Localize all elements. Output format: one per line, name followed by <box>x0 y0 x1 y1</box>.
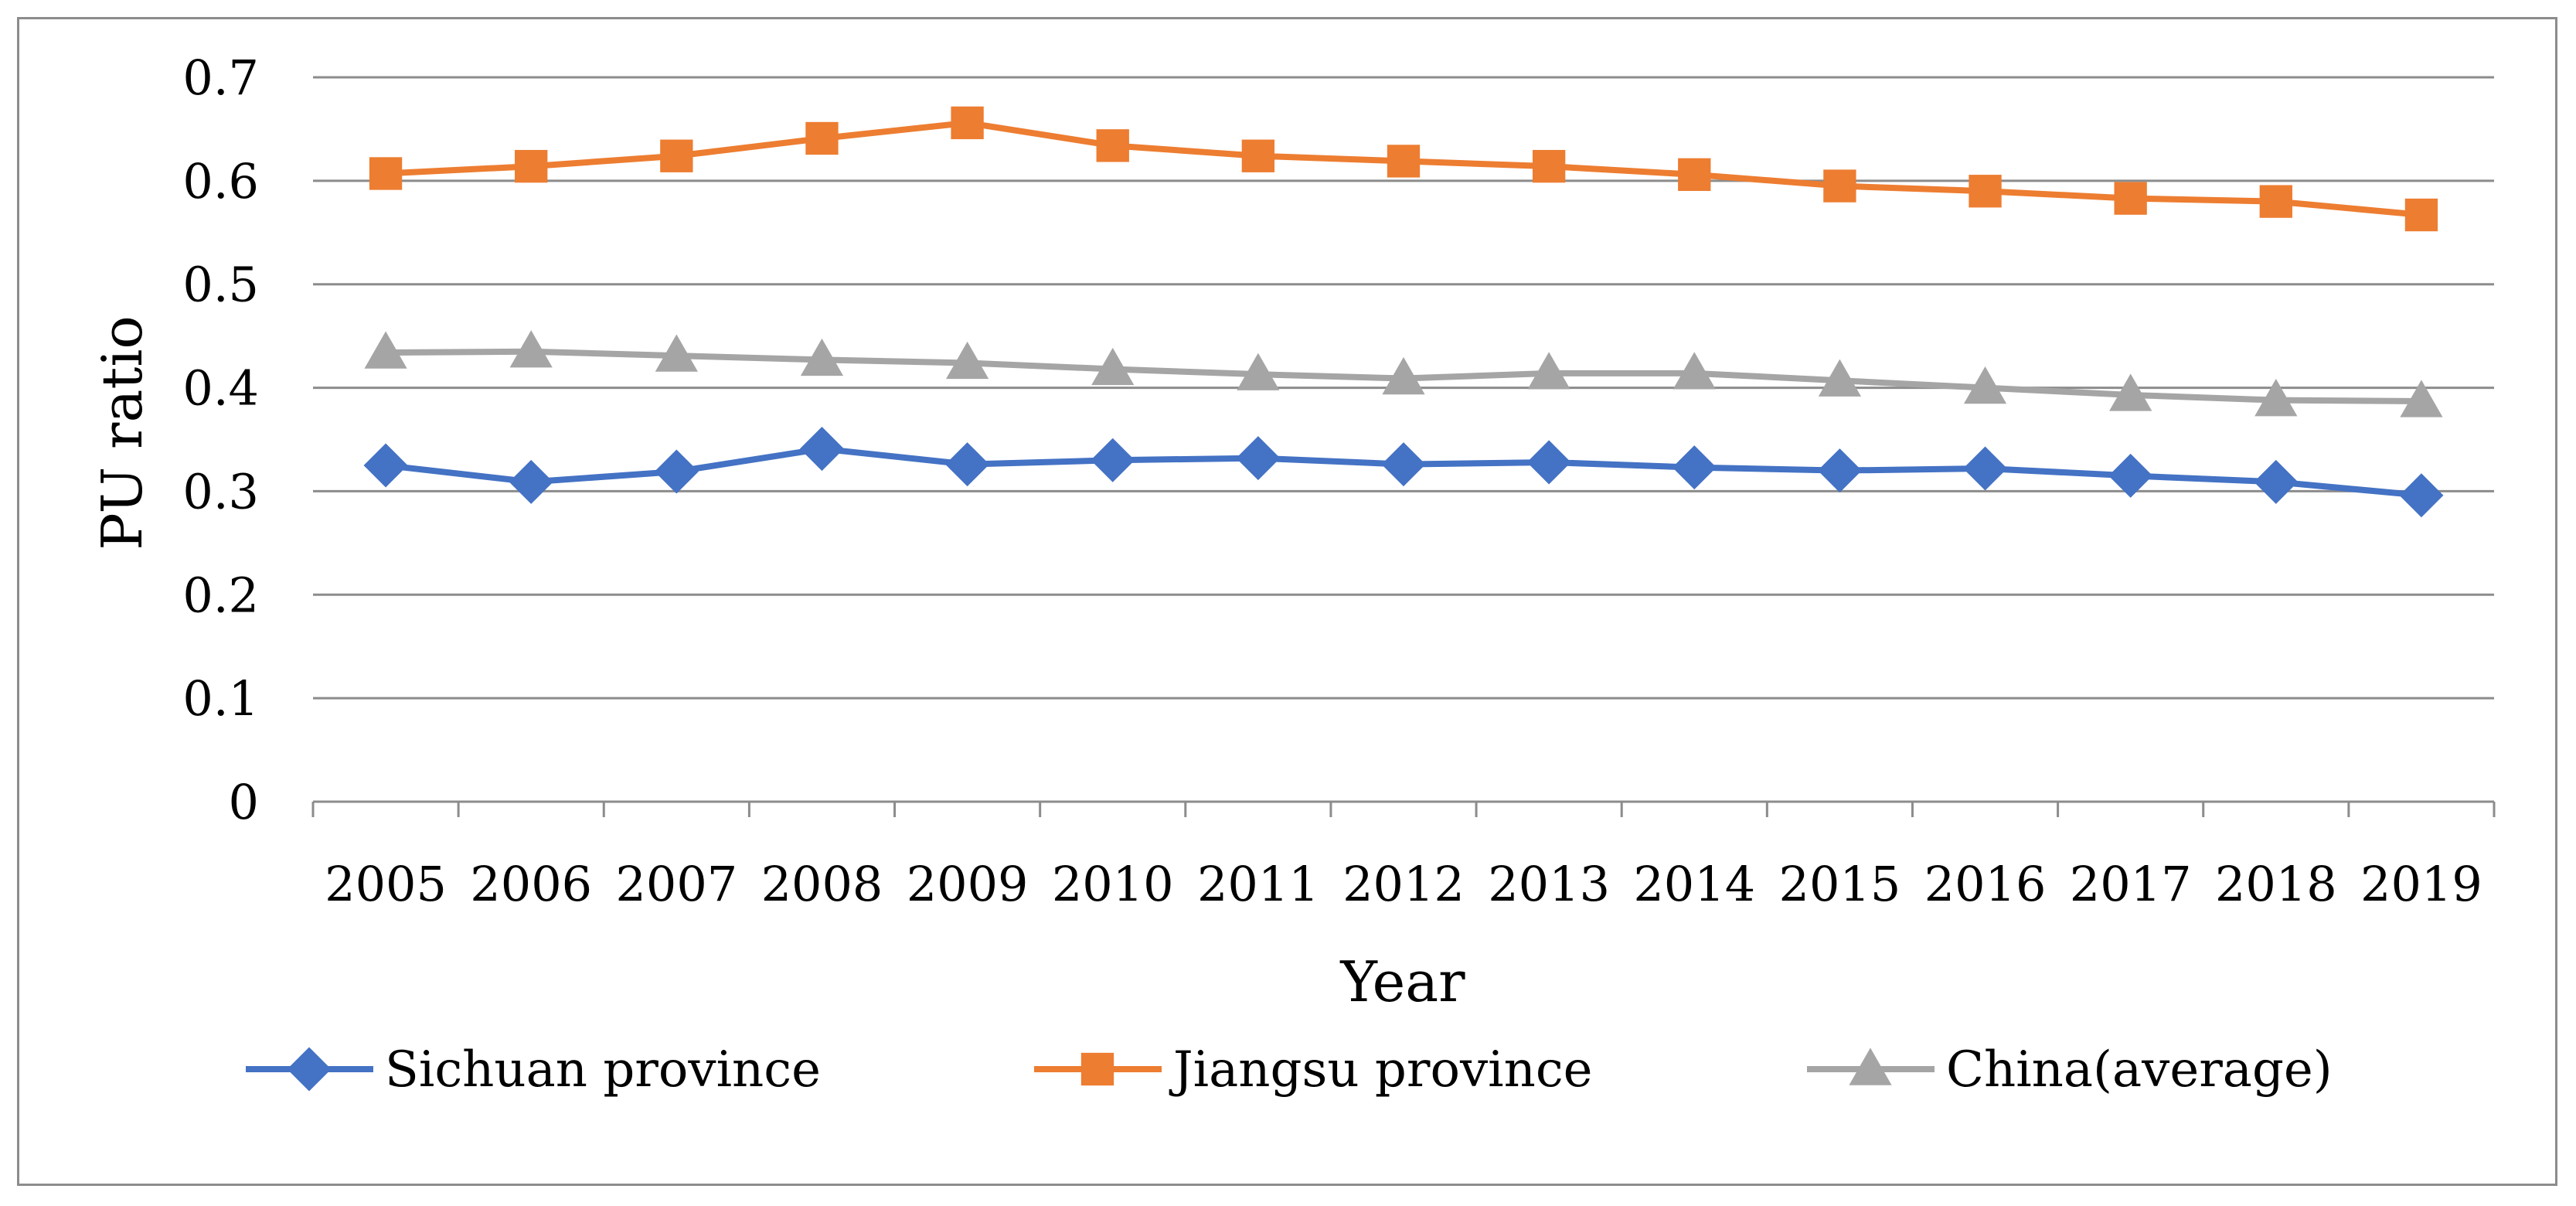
gridlines <box>313 76 2494 700</box>
series-china-average <box>364 330 2443 417</box>
x-tick-label: 2019 <box>2360 856 2482 912</box>
x-tick-label: 2015 <box>1779 856 1901 912</box>
legend-marker <box>1849 1048 1892 1085</box>
data-point <box>2399 473 2444 518</box>
data-point <box>363 443 408 488</box>
data-point <box>369 157 403 190</box>
data-point <box>2400 380 2443 417</box>
data-point <box>1381 442 1426 487</box>
data-point <box>2109 373 2152 411</box>
x-tick-label: 2018 <box>2215 856 2337 912</box>
legend-label: Jiangsu province <box>1169 1041 1593 1099</box>
data-point <box>2254 459 2299 504</box>
data-point <box>1672 445 1717 490</box>
y-tick-label: 0 <box>229 774 259 830</box>
data-point <box>1091 438 1135 482</box>
x-tick-label: 2011 <box>1197 856 1319 912</box>
legend-item: Jiangsu province <box>1034 1041 1593 1099</box>
x-tick-label: 2017 <box>2070 856 2192 912</box>
legend-label: Sichuan province <box>385 1041 821 1099</box>
data-point <box>515 149 548 183</box>
data-point <box>2404 198 2438 232</box>
x-axis-title: Year <box>1339 949 1465 1014</box>
data-point <box>1382 356 1425 395</box>
data-point <box>1532 149 1566 183</box>
data-point <box>1969 175 2002 208</box>
data-point <box>1673 352 1716 390</box>
data-point <box>1678 158 1711 191</box>
x-tick-label: 2014 <box>1633 856 1755 912</box>
legend-marker <box>1080 1052 1114 1086</box>
y-tick-label: 0.7 <box>182 49 259 106</box>
y-tick-label: 0.4 <box>182 360 259 417</box>
y-tick-label: 0.6 <box>182 153 259 210</box>
y-tick-label: 0.3 <box>182 463 259 520</box>
data-point <box>1091 347 1135 386</box>
data-point <box>805 121 839 155</box>
axes <box>311 800 2496 817</box>
x-tick-label: 2007 <box>615 856 737 912</box>
series-sichuan-province <box>363 427 2444 518</box>
x-tick-label: 2008 <box>761 856 883 912</box>
data-point <box>1237 353 1280 390</box>
x-tick-label: 2006 <box>470 856 592 912</box>
x-tick-label: 2012 <box>1342 856 1465 912</box>
x-tick-label: 2013 <box>1488 856 1610 912</box>
data-point <box>2114 182 2147 215</box>
data-point <box>1963 446 2008 491</box>
x-tick-label: 2016 <box>1924 856 2047 912</box>
legend: Sichuan province Jiangsu province China(av… <box>246 1041 2333 1099</box>
legend-label: China(average) <box>1946 1041 2333 1099</box>
y-axis-title: PU ratio <box>90 315 155 550</box>
data-point <box>1823 169 1856 203</box>
data-point <box>509 330 553 368</box>
legend-marker <box>287 1047 332 1092</box>
x-tick-labels: 2005 2006 2007 2008 2009 2010 2011 2012 2013 2014… <box>325 856 2482 912</box>
series-jiangsu-province <box>369 106 2438 232</box>
legend-item: Sichuan province <box>246 1041 821 1099</box>
x-tick-label: 2005 <box>325 856 447 912</box>
data-point <box>509 459 553 504</box>
data-point <box>945 442 990 487</box>
data-point <box>800 338 844 376</box>
data-point <box>654 449 699 494</box>
data-point <box>1527 352 1570 390</box>
data-point <box>2254 379 2298 417</box>
y-tick-label: 0.5 <box>182 257 259 313</box>
data-point <box>951 106 984 140</box>
data-point <box>946 341 989 380</box>
data-point <box>1963 366 2007 404</box>
data-point <box>655 334 698 372</box>
y-tick-labels: 0 0.1 0.2 0.3 0.4 0.5 0.6 0.7 <box>182 49 259 830</box>
legend-item: China(average) <box>1807 1041 2333 1099</box>
data-point <box>2259 185 2292 218</box>
y-tick-label: 0.2 <box>182 567 259 623</box>
data-point <box>1526 440 1571 485</box>
data-point <box>2108 453 2153 498</box>
y-tick-label: 0.1 <box>182 670 259 727</box>
data-point <box>364 331 407 369</box>
data-point <box>1096 129 1129 162</box>
series <box>363 106 2444 518</box>
data-point <box>660 139 693 172</box>
x-tick-label: 2009 <box>907 856 1029 912</box>
data-point <box>1241 139 1275 172</box>
x-tick-label: 2010 <box>1052 856 1174 912</box>
data-point <box>1236 436 1281 481</box>
data-point <box>1818 359 1861 397</box>
data-point <box>1817 448 1862 493</box>
data-point <box>799 427 844 472</box>
data-point <box>1387 145 1421 178</box>
